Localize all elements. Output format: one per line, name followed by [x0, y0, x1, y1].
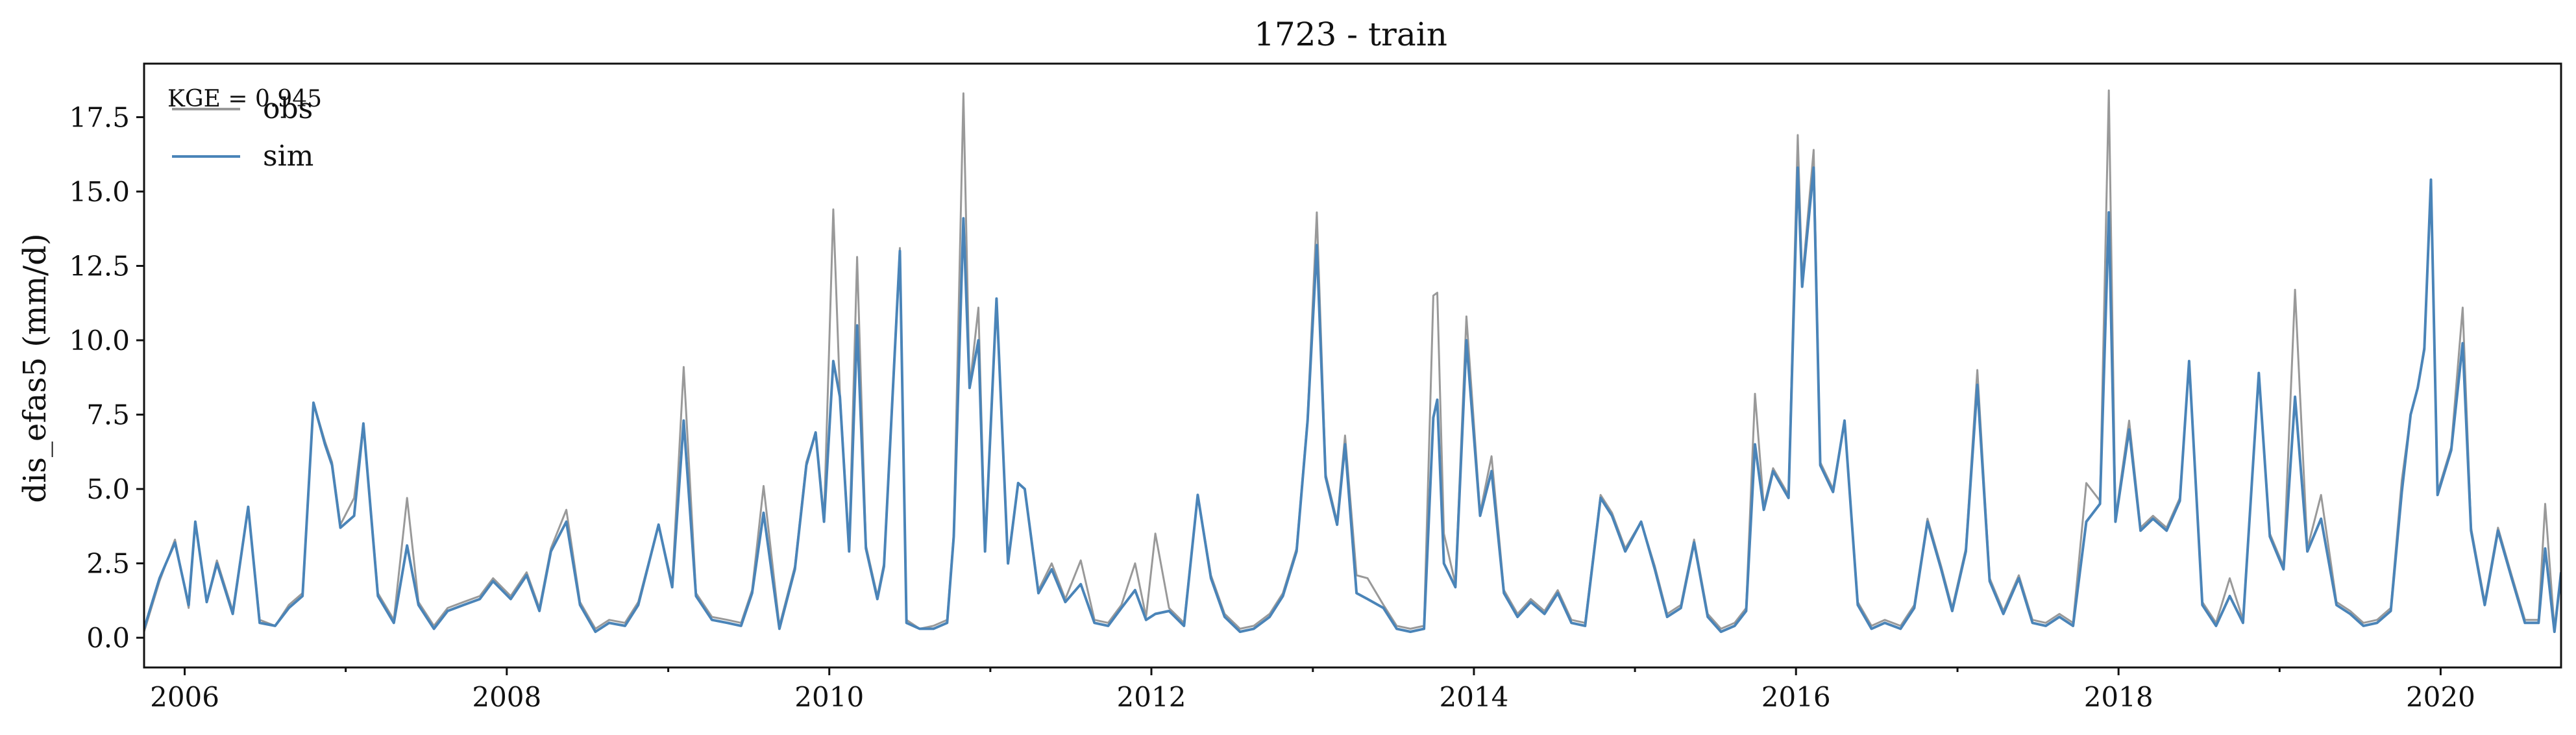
chart-title: 1723 - train [1254, 16, 1447, 53]
x-tick-label: 2010 [794, 681, 864, 713]
series-line-sim [144, 166, 2561, 633]
kge-annotation: KGE = 0.945 [167, 86, 322, 112]
y-tick-label: 0.0 [86, 622, 130, 654]
x-axis-ticks: 2006 2008 2010 2012 2014 2016 2018 2020 [150, 667, 2475, 713]
y-tick-label: 5.0 [86, 473, 130, 505]
y-tick-label: 15.0 [69, 176, 130, 208]
x-tick-label: 2014 [1440, 681, 1509, 713]
y-axis-label: dis_efas5 (mm/d) [17, 233, 53, 503]
legend-sim-label: sim [263, 140, 313, 173]
series-layer [144, 89, 2561, 633]
y-tick-label: 12.5 [69, 251, 130, 282]
plot-area-frame [143, 62, 2562, 669]
x-tick-label: 2006 [150, 681, 219, 713]
y-tick-label: 7.5 [86, 399, 130, 431]
x-tick-label: 2020 [2406, 681, 2475, 713]
x-tick-label: 2012 [1117, 681, 1186, 713]
legend-obs-label: obs [263, 92, 313, 125]
legend: obs sim [172, 92, 313, 173]
y-tick-label: 2.5 [86, 548, 130, 580]
y-tick-label: 10.0 [69, 325, 130, 356]
x-tick-label: 2018 [2084, 681, 2153, 713]
y-axis-ticks: 0.0 2.5 5.0 7.5 10.0 12.5 15.0 17.5 [69, 101, 144, 654]
x-tick-label: 2008 [472, 681, 541, 713]
x-tick-label: 2016 [1761, 681, 1831, 713]
y-tick-label: 17.5 [69, 101, 130, 133]
